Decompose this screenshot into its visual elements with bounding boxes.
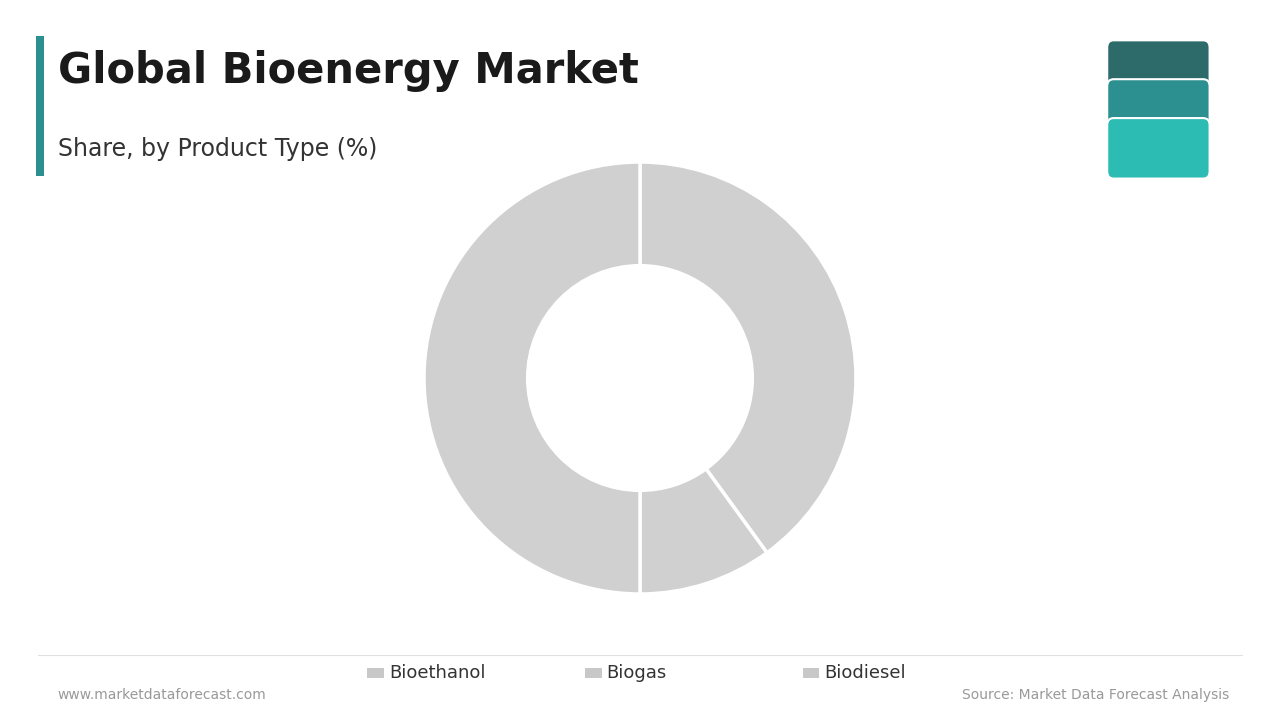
- Circle shape: [532, 270, 748, 486]
- Wedge shape: [424, 162, 640, 594]
- Text: Global Bioenergy Market: Global Bioenergy Market: [58, 50, 639, 92]
- Wedge shape: [640, 469, 767, 594]
- FancyBboxPatch shape: [1107, 118, 1210, 179]
- Text: Source: Market Data Forecast Analysis: Source: Market Data Forecast Analysis: [961, 688, 1229, 702]
- FancyBboxPatch shape: [1107, 40, 1210, 101]
- Text: www.marketdataforecast.com: www.marketdataforecast.com: [58, 688, 266, 702]
- Text: Bioethanol: Bioethanol: [389, 664, 485, 682]
- FancyBboxPatch shape: [1107, 79, 1210, 140]
- Text: Share, by Product Type (%): Share, by Product Type (%): [58, 137, 378, 161]
- Wedge shape: [640, 162, 856, 553]
- Text: Biodiesel: Biodiesel: [824, 664, 906, 682]
- Text: Biogas: Biogas: [607, 664, 667, 682]
